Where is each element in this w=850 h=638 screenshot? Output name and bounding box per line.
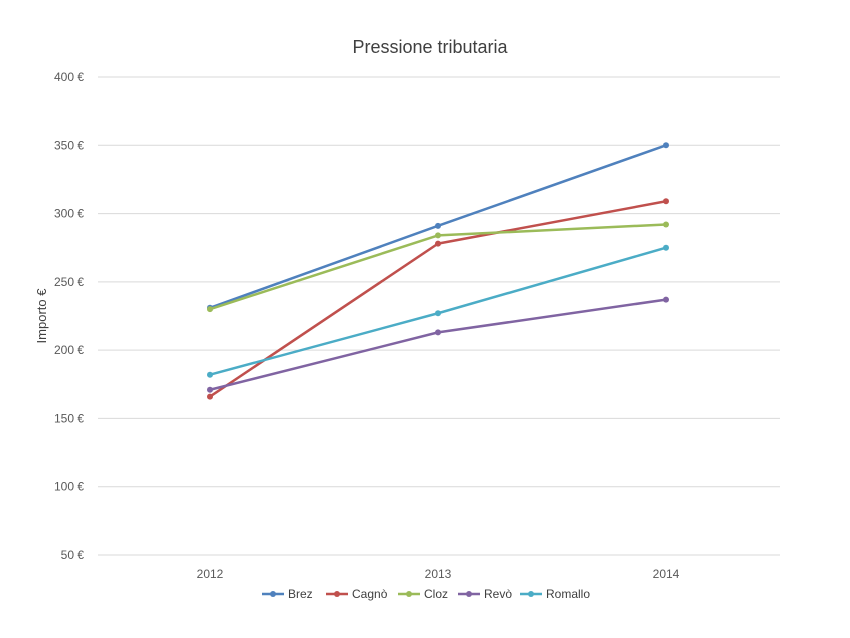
series-lines xyxy=(207,142,669,400)
legend-swatch-marker xyxy=(406,591,412,597)
legend-label: Romallo xyxy=(546,587,590,601)
data-point xyxy=(207,306,213,313)
series-cagnò xyxy=(207,198,669,400)
data-point xyxy=(207,393,213,400)
y-tick-label: 200 € xyxy=(54,343,84,357)
y-tick-label: 350 € xyxy=(54,138,84,152)
legend-label: Revò xyxy=(484,587,512,601)
legend-label: Brez xyxy=(288,587,313,601)
data-point xyxy=(663,221,669,228)
legend-swatch-marker xyxy=(270,591,276,597)
data-point xyxy=(435,310,441,317)
legend-item: Cloz xyxy=(398,587,448,601)
data-point xyxy=(663,142,669,149)
y-tick-label: 250 € xyxy=(54,275,84,289)
data-point xyxy=(663,296,669,303)
legend-item: Revò xyxy=(458,587,512,601)
y-tick-label: 300 € xyxy=(54,207,84,221)
y-tick-label: 50 € xyxy=(61,548,85,562)
legend-item: Romallo xyxy=(520,587,590,601)
y-tick-label: 100 € xyxy=(54,480,84,494)
series-revò xyxy=(207,296,669,393)
series-romallo xyxy=(207,244,669,378)
legend-label: Cagnò xyxy=(352,587,388,601)
data-point xyxy=(435,232,441,239)
data-point xyxy=(663,198,669,205)
y-axis-label: Importo € xyxy=(34,288,49,344)
y-axis-ticks: 50 € 100 € 150 € 200 € 250 € 300 € 350 € 400 € xyxy=(54,70,84,562)
chart-title: Pressione tributaria xyxy=(352,37,508,57)
y-tick-label: 400 € xyxy=(54,70,84,84)
legend-swatch-marker xyxy=(466,591,472,597)
gridlines xyxy=(98,76,780,556)
x-tick-label: 2014 xyxy=(653,567,680,581)
x-axis-ticks: 2012 2013 2014 xyxy=(197,567,680,581)
legend-item: Brez xyxy=(262,587,313,601)
data-point xyxy=(207,386,213,393)
data-point xyxy=(435,222,441,229)
data-point xyxy=(435,240,441,247)
data-point xyxy=(207,371,213,378)
legend-label: Cloz xyxy=(424,587,448,601)
legend: Brez Cagnò Cloz Revò Romallo xyxy=(262,587,590,601)
series-line xyxy=(208,200,668,398)
legend-swatch-marker xyxy=(528,591,534,597)
data-point xyxy=(663,244,669,251)
legend-item: Cagnò xyxy=(326,587,388,601)
series-cloz xyxy=(207,221,669,313)
x-tick-label: 2013 xyxy=(425,567,452,581)
x-tick-label: 2012 xyxy=(197,567,224,581)
data-point xyxy=(435,329,441,336)
y-tick-label: 150 € xyxy=(54,411,84,425)
legend-swatch-marker xyxy=(334,591,340,597)
